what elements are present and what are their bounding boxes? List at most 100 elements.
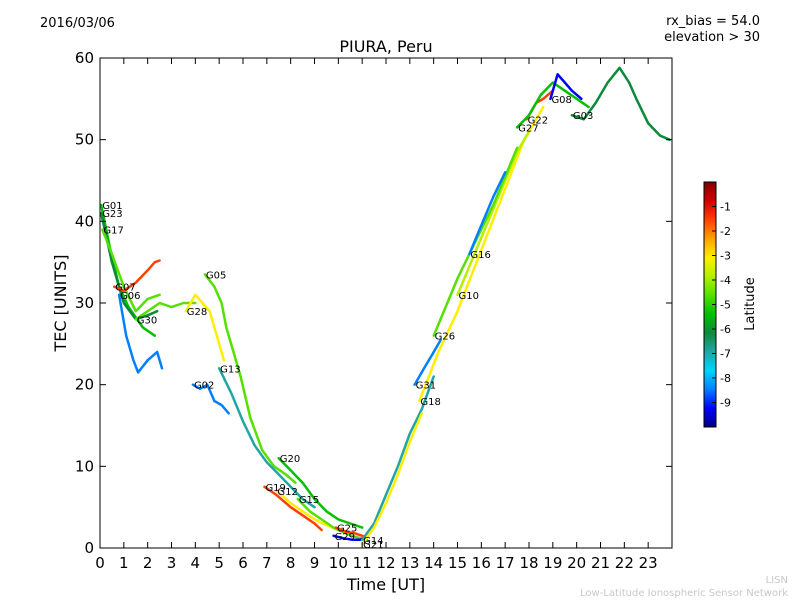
series-layer — [99, 66, 671, 546]
y-axis-title: TEC [UNITS] — [51, 255, 70, 353]
colorbar-tick-label: -2 — [720, 225, 731, 238]
rx-bias-label: rx_bias = 54.0 — [666, 14, 760, 29]
series-G14 — [360, 375, 435, 542]
colorbar-tick-label: -3 — [720, 250, 731, 263]
x-tick-label: 14 — [424, 554, 443, 572]
x-tick-label: 7 — [262, 554, 272, 572]
x-tick-label: 23 — [639, 554, 658, 572]
x-tick-label: 21 — [591, 554, 610, 572]
prn-label-G27: G27 — [518, 123, 538, 134]
credit-acronym: LISN — [765, 575, 788, 586]
date-label: 2016/03/06 — [40, 16, 115, 31]
prn-label-G30: G30 — [137, 315, 157, 326]
prn-labels-layer: G01G23G17G07G30G06G28G02G05G13G20G19G12G… — [102, 95, 593, 551]
colorbar-tick-label: -7 — [720, 348, 731, 361]
prn-label-G21: G21 — [363, 540, 383, 551]
prn-label-G25: G25 — [337, 524, 357, 535]
colorbar: -9 -8 -7 -6 -5 -4 -3 -2 -1 Latitude — [703, 181, 758, 428]
prn-label-G31: G31 — [416, 381, 436, 392]
prn-label-G17: G17 — [103, 226, 123, 237]
series-G20 — [277, 456, 364, 529]
y-tick-label: 60 — [75, 49, 94, 67]
y-axis: 0 10 20 30 40 50 60 — [75, 49, 672, 557]
series-G10 — [456, 130, 531, 297]
prn-label-G16: G16 — [470, 250, 490, 261]
series-G05 — [203, 273, 297, 484]
prn-label-G05: G05 — [206, 270, 226, 281]
colorbar-title: Latitude — [743, 277, 758, 331]
series-G06 — [117, 293, 164, 374]
x-tick-label: 3 — [167, 554, 177, 572]
x-tick-label: 4 — [191, 554, 201, 572]
credit: LISN Low-Latitude Ionospheric Sensor Net… — [580, 574, 788, 600]
x-tick-label: 18 — [519, 554, 538, 572]
prn-label-G23: G23 — [102, 209, 122, 220]
x-axis: 0 1 2 3 4 5 6 7 8 9 10 11 12 13 14 15 16 17 18 19 20 21 22 23 — [95, 58, 658, 572]
x-tick-label: 2 — [143, 554, 153, 572]
prn-label-G18: G18 — [420, 397, 440, 408]
prn-label-G02: G02 — [194, 381, 214, 392]
series-G31 — [413, 338, 443, 386]
y-tick-label: 30 — [75, 294, 94, 312]
prn-label-G19: G19 — [265, 483, 285, 494]
prn-label-G12: G12 — [277, 487, 297, 498]
x-tick-label: 8 — [286, 554, 296, 572]
x-tick-label: 20 — [567, 554, 586, 572]
series-G07 — [113, 259, 161, 293]
x-axis-title: Time [UT] — [346, 575, 425, 594]
series-G15 — [296, 497, 369, 542]
x-tick-label: 17 — [496, 554, 515, 572]
x-tick-label: 0 — [95, 554, 105, 572]
y-tick-label: 20 — [75, 376, 94, 394]
series-G21 — [360, 412, 424, 546]
y-tick-label: 0 — [84, 539, 94, 557]
receiver-info: rx_bias = 54.0 elevation > 30 — [664, 14, 760, 46]
x-tick-label: 15 — [448, 554, 467, 572]
prn-label-G26: G26 — [435, 332, 455, 343]
prn-label-G10: G10 — [459, 291, 479, 302]
x-tick-label: 10 — [329, 554, 348, 572]
colorbar-ticks: -9 -8 -7 -6 -5 -4 -3 -2 -1 — [712, 201, 731, 410]
colorbar-tick-label: -6 — [720, 323, 731, 336]
elevation-label: elevation > 30 — [664, 30, 760, 45]
chart-title: PIURA, Peru — [339, 37, 432, 56]
y-tick-label: 50 — [75, 131, 94, 149]
series-G19 — [263, 485, 323, 532]
y-tick-label: 10 — [75, 457, 94, 475]
prn-label-G15: G15 — [299, 495, 319, 506]
prn-label-G08: G08 — [551, 95, 571, 106]
credit-network: Low-Latitude Ionospheric Sensor Network — [580, 588, 788, 599]
prn-label-G14: G14 — [363, 536, 383, 547]
series-G01 — [99, 203, 157, 337]
colorbar-tick-label: -1 — [720, 201, 731, 214]
series-G02 — [191, 383, 230, 415]
colorbar-tick-label: -4 — [720, 274, 731, 287]
prn-label-G03: G03 — [573, 111, 593, 122]
colorbar-tick-label: -5 — [720, 299, 731, 312]
prn-label-G06: G06 — [120, 291, 140, 302]
series-G03 — [570, 66, 671, 141]
prn-label-G13: G13 — [220, 364, 240, 375]
x-tick-label: 6 — [238, 554, 248, 572]
series-G28 — [184, 293, 226, 362]
prn-label-G22: G22 — [528, 115, 548, 126]
x-tick-label: 12 — [376, 554, 395, 572]
series-G13 — [217, 367, 316, 509]
prn-label-G29: G29 — [335, 532, 355, 543]
x-tick-label: 5 — [214, 554, 224, 572]
prn-label-G28: G28 — [187, 307, 207, 318]
prn-label-G01: G01 — [102, 201, 122, 212]
series-G30 — [134, 301, 197, 321]
x-tick-label: 22 — [615, 554, 634, 572]
series-G17 — [101, 228, 161, 313]
series-G27 — [515, 81, 590, 129]
y-tick-label: 40 — [75, 212, 94, 230]
x-tick-label: 16 — [472, 554, 491, 572]
x-tick-label: 9 — [310, 554, 320, 572]
series-G08 — [549, 73, 583, 101]
x-tick-label: 11 — [353, 554, 372, 572]
x-tick-label: 1 — [119, 554, 129, 572]
x-tick-label: 19 — [543, 554, 562, 572]
colorbar-tick-label: -9 — [720, 397, 731, 410]
